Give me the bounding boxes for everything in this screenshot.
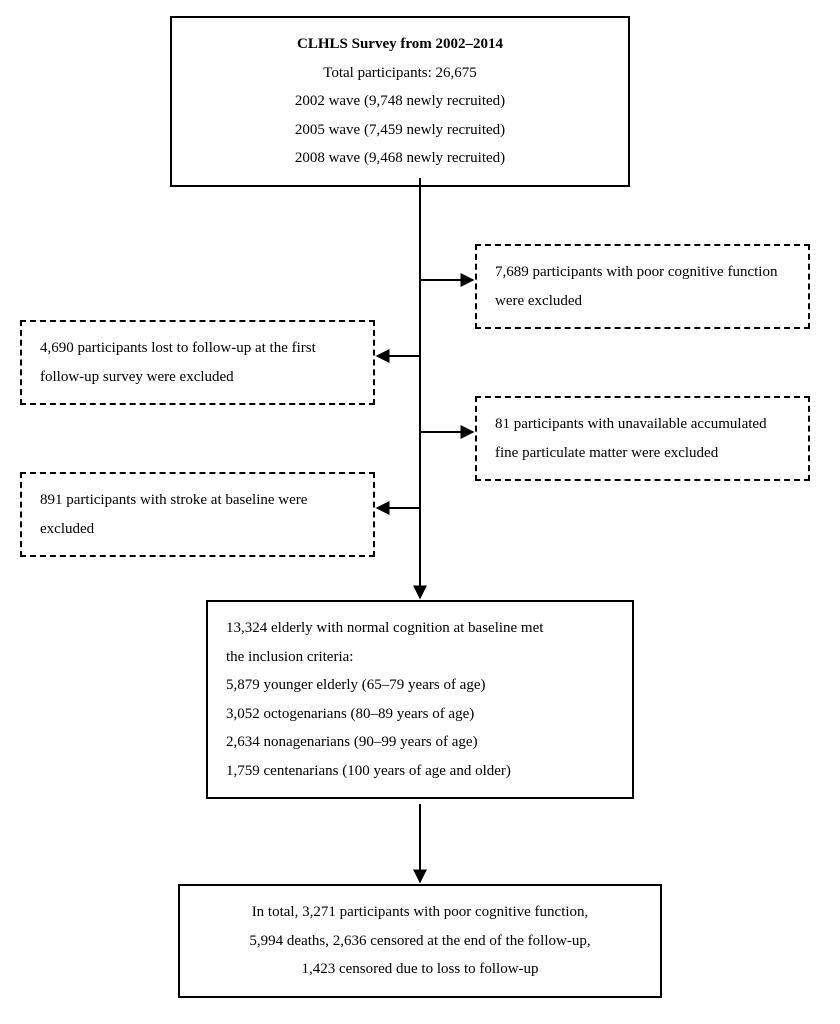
node-line: were excluded bbox=[495, 287, 790, 316]
node-line: 3,052 octogenarians (80–89 years of age) bbox=[226, 700, 614, 729]
node-line: 5,879 younger elderly (65–79 years of ag… bbox=[226, 671, 614, 700]
node-excl-lostfu: 4,690 participants lost to follow-up at … bbox=[20, 320, 375, 405]
node-line: 2,634 nonagenarians (90–99 years of age) bbox=[226, 728, 614, 757]
node-line: fine particulate matter were excluded bbox=[495, 439, 790, 468]
node-top-title: CLHLS Survey from 2002–2014 bbox=[190, 30, 610, 59]
node-line: 891 participants with stroke at baseline… bbox=[40, 486, 355, 515]
node-line: 13,324 elderly with normal cognition at … bbox=[226, 614, 614, 643]
node-outcomes: In total, 3,271 participants with poor c… bbox=[178, 884, 662, 998]
node-line: 7,689 participants with poor cognitive f… bbox=[495, 258, 790, 287]
node-line: 1,423 censored due to loss to follow-up bbox=[198, 955, 642, 984]
node-line: 5,994 deaths, 2,636 censored at the end … bbox=[198, 927, 642, 956]
node-excl-pm: 81 participants with unavailable accumul… bbox=[475, 396, 810, 481]
node-top-line: 2002 wave (9,748 newly recruited) bbox=[190, 87, 610, 116]
node-top-line: 2008 wave (9,468 newly recruited) bbox=[190, 144, 610, 173]
node-top-line: Total participants: 26,675 bbox=[190, 59, 610, 88]
node-line: the inclusion criteria: bbox=[226, 643, 614, 672]
node-line: excluded bbox=[40, 515, 355, 544]
node-excl-stroke: 891 participants with stroke at baseline… bbox=[20, 472, 375, 557]
node-top-line: 2005 wave (7,459 newly recruited) bbox=[190, 116, 610, 145]
node-line: In total, 3,271 participants with poor c… bbox=[198, 898, 642, 927]
node-line: follow-up survey were excluded bbox=[40, 363, 355, 392]
node-top: CLHLS Survey from 2002–2014 Total partic… bbox=[170, 16, 630, 187]
node-line: 1,759 centenarians (100 years of age and… bbox=[226, 757, 614, 786]
node-line: 81 participants with unavailable accumul… bbox=[495, 410, 790, 439]
node-line: 4,690 participants lost to follow-up at … bbox=[40, 334, 355, 363]
node-inclusion: 13,324 elderly with normal cognition at … bbox=[206, 600, 634, 799]
node-excl-cognitive: 7,689 participants with poor cognitive f… bbox=[475, 244, 810, 329]
